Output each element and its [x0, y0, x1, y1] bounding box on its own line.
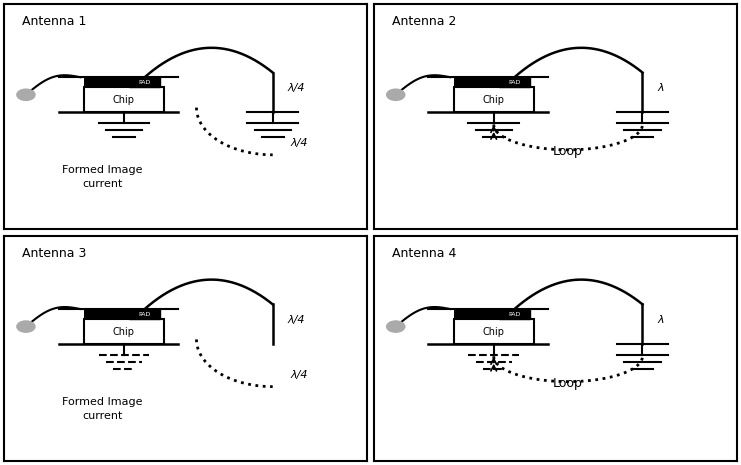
- Bar: [130, 77, 160, 87]
- Bar: [499, 77, 530, 87]
- Bar: [130, 309, 160, 319]
- Circle shape: [17, 89, 35, 100]
- Text: PAD: PAD: [508, 312, 521, 317]
- Bar: [84, 309, 130, 319]
- Text: Chip: Chip: [113, 326, 135, 337]
- Text: Chip: Chip: [113, 95, 135, 105]
- Text: Chip: Chip: [482, 95, 505, 105]
- Text: Antenna 1: Antenna 1: [22, 15, 87, 28]
- Text: λ: λ: [657, 83, 664, 93]
- Text: Antenna 3: Antenna 3: [22, 247, 87, 260]
- Text: Antenna 4: Antenna 4: [392, 247, 456, 260]
- Bar: [453, 87, 534, 112]
- Bar: [453, 319, 534, 344]
- Text: Chip: Chip: [482, 326, 505, 337]
- Bar: [84, 319, 164, 344]
- Text: Loop: Loop: [554, 146, 583, 158]
- Circle shape: [17, 321, 35, 332]
- Bar: [499, 309, 530, 319]
- Text: PAD: PAD: [139, 312, 151, 317]
- Bar: [453, 309, 499, 319]
- Text: λ: λ: [657, 315, 664, 325]
- Text: λ/4: λ/4: [290, 138, 308, 148]
- Text: λ/4: λ/4: [290, 370, 308, 379]
- Text: Antenna 2: Antenna 2: [392, 15, 456, 28]
- Text: λ/4: λ/4: [288, 83, 305, 93]
- Text: Formed Image
current: Formed Image current: [62, 397, 142, 421]
- Circle shape: [387, 89, 405, 100]
- Text: Loop: Loop: [554, 377, 583, 390]
- Text: λ/4: λ/4: [288, 315, 305, 325]
- Circle shape: [387, 321, 405, 332]
- Text: Formed Image
current: Formed Image current: [62, 166, 142, 189]
- Bar: [84, 77, 130, 87]
- Bar: [84, 87, 164, 112]
- Text: PAD: PAD: [508, 80, 521, 85]
- Bar: [453, 77, 499, 87]
- Text: PAD: PAD: [139, 80, 151, 85]
